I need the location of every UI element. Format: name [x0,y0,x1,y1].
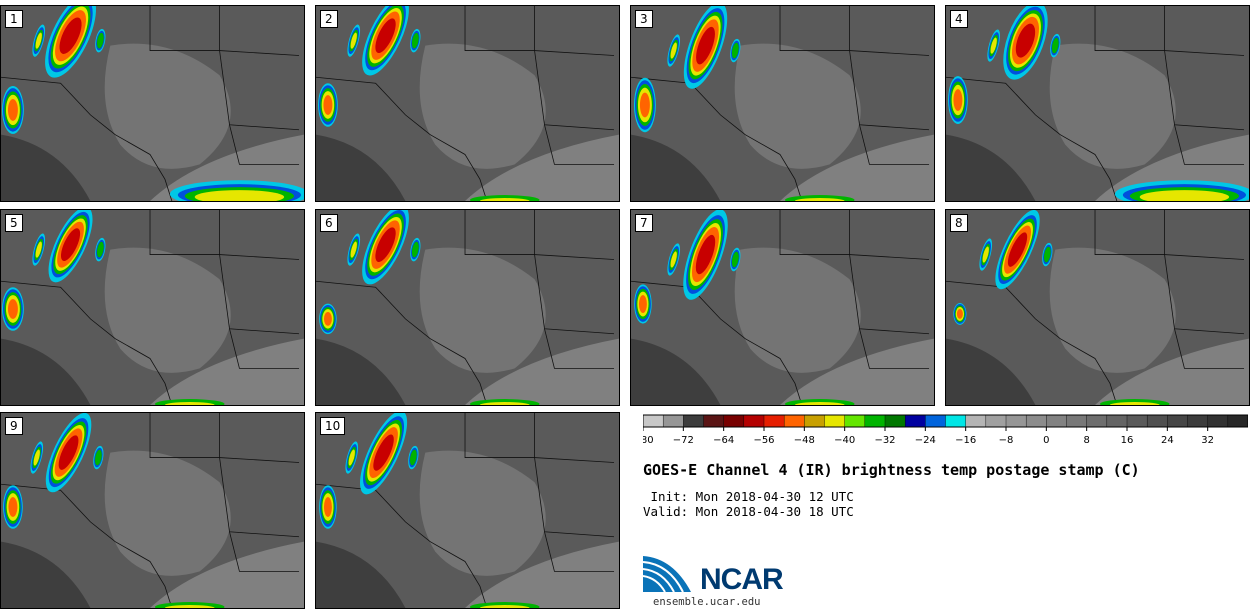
colorbar-swatch [985,414,1007,428]
colorbar-tick-label: −48 [794,435,815,446]
colorbar-swatch [1046,414,1068,428]
colorbar-tick-label: 8 [1083,435,1089,446]
member-panel-9: 9 [0,412,305,609]
colorbar-tick-label: −64 [713,435,734,446]
colorbar-tick-label: −32 [874,435,895,446]
colorbar-swatch [1207,414,1229,428]
member-label: 8 [950,214,968,232]
member-panel-4: 4 [945,5,1250,202]
member-label: 9 [5,417,23,435]
colorbar-swatch [743,414,765,428]
colorbar-swatch [1025,414,1047,428]
colorbar-tick-label: −80 [643,435,654,446]
init-time: Init: Mon 2018-04-30 12 UTC [643,489,854,504]
colorbar-tick-label: 0 [1043,435,1049,446]
member-label: 6 [320,214,338,232]
member-panel-8: 8 [945,209,1250,406]
colorbar-swatch [1126,414,1148,428]
colorbar-tick-label: −8 [999,435,1014,446]
colorbar-swatch [844,414,866,428]
colorbar-swatch [1086,414,1108,428]
member-panel-3: 3 [630,5,935,202]
member-label: 5 [5,214,23,232]
member-panel-7: 7 [630,209,935,406]
member-panel-5: 5 [0,209,305,406]
member-panel-1: 1 [0,5,305,202]
member-label: 1 [5,10,23,28]
member-label: 2 [320,10,338,28]
colorbar-swatch [925,414,947,428]
valid-time: Valid: Mon 2018-04-30 18 UTC [643,504,854,519]
colorbar-swatch [763,414,785,428]
colorbar-swatch [824,414,846,428]
colorbar-tick-label: −24 [915,435,936,446]
colorbar-swatch [1146,414,1168,428]
colorbar-tick-label: −40 [834,435,855,446]
ncar-logo-icon [643,556,691,593]
colorbar-swatch [884,414,906,428]
colorbar-swatch [662,414,684,428]
member-panel-2: 2 [315,5,620,202]
colorbar-tick-label: −72 [673,435,694,446]
colorbar-swatch [1227,414,1248,428]
colorbar-tick-label: 32 [1201,435,1214,446]
colorbar-swatch [864,414,886,428]
colorbar-swatch [904,414,926,428]
colorbar-tick-label: 24 [1161,435,1174,446]
colorbar-swatch [1005,414,1027,428]
colorbar-swatch [945,414,967,428]
member-label: 7 [635,214,653,232]
colorbar-swatch [683,414,704,428]
site-url: ensemble.ucar.edu [653,596,761,608]
member-label: 10 [320,417,346,435]
colorbar-swatch [703,414,725,428]
member-label: 4 [950,10,968,28]
colorbar-tick-label: 16 [1121,435,1134,446]
colorbar-swatch [804,414,825,428]
colorbar-swatch [1066,414,1088,428]
colorbar-swatch [965,414,987,428]
colorbar-swatch [643,414,664,428]
colorbar-swatch [1106,414,1128,428]
logo-text: NCAR [700,563,784,596]
colorbar-swatch [783,414,805,428]
member-label: 3 [635,10,653,28]
colorbar-swatch [1167,414,1188,428]
colorbar-tick-label: −56 [753,435,774,446]
member-panel-6: 6 [315,209,620,406]
product-title: GOES-E Channel 4 (IR) brightness temp po… [643,461,1140,479]
colorbar-tick-label: −16 [955,435,976,446]
colorbar-swatch [723,414,745,428]
colorbar-swatch [1187,414,1209,428]
member-panel-10: 10 [315,412,620,609]
